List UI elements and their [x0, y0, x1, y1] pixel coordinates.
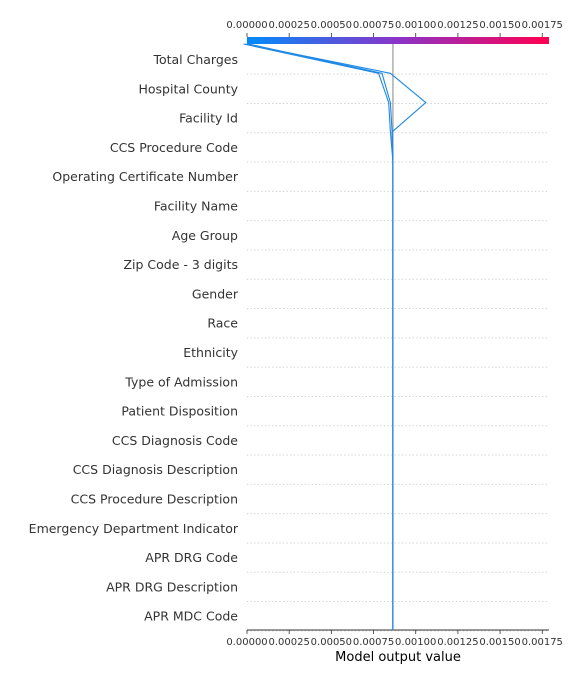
top-tick-label: 0.00025: [268, 20, 309, 31]
feature-label: APR DRG Description: [106, 579, 238, 594]
bottom-tick-label: 0.00125: [437, 637, 478, 648]
feature-label: CCS Procedure Code: [110, 140, 238, 155]
decision-line: [245, 43, 427, 630]
top-tick-label: 0.00100: [395, 20, 436, 31]
bottom-tick-label: 0.00100: [395, 637, 436, 648]
feature-labels: Total Charges Hospital County Facility Id C…: [29, 52, 239, 624]
decision-line: [243, 43, 394, 630]
grid-lines: [247, 73, 549, 632]
x-axis-label: Model output value: [335, 650, 461, 665]
feature-label: Facility Id: [179, 111, 238, 126]
decision-lines: [243, 43, 427, 630]
bottom-tick-label: 0.00150: [479, 637, 520, 648]
bottom-tick-label: 0.00025: [268, 637, 309, 648]
top-tick-label: 0.00125: [437, 20, 478, 31]
feature-label: CCS Diagnosis Description: [73, 462, 238, 477]
top-tick-label: 0.00175: [522, 20, 563, 31]
feature-label: CCS Diagnosis Code: [112, 433, 238, 448]
feature-label: APR DRG Code: [145, 550, 238, 565]
bottom-tick-label: 0.00050: [311, 637, 352, 648]
feature-label: Total Charges: [152, 52, 238, 67]
axes: 0.000000.000000.000250.000250.000500.000…: [226, 20, 563, 648]
colorbar: [247, 37, 549, 44]
top-tick-label: 0.00050: [311, 20, 352, 31]
feature-label: Race: [207, 316, 238, 331]
feature-label: Facility Name: [154, 199, 238, 214]
bottom-tick-label: 0.00000: [226, 637, 267, 648]
top-tick-label: 0.00000: [226, 20, 267, 31]
bottom-tick-label: 0.00175: [522, 637, 563, 648]
feature-label: APR MDC Code: [144, 609, 238, 624]
feature-label: CCS Procedure Description: [71, 492, 238, 507]
decision-line: [248, 43, 394, 630]
feature-label: Hospital County: [139, 81, 239, 96]
feature-label: Ethnicity: [183, 345, 238, 360]
feature-label: Type of Admission: [124, 374, 238, 389]
feature-label: Patient Disposition: [121, 404, 238, 419]
feature-label: Zip Code - 3 digits: [123, 257, 238, 272]
top-tick-label: 0.00075: [353, 20, 394, 31]
feature-label: Emergency Department Indicator: [29, 521, 239, 536]
bottom-tick-label: 0.00075: [353, 637, 394, 648]
top-tick-label: 0.00150: [479, 20, 520, 31]
feature-label: Gender: [192, 286, 239, 301]
feature-label: Operating Certificate Number: [52, 169, 238, 184]
feature-label: Age Group: [172, 228, 238, 243]
